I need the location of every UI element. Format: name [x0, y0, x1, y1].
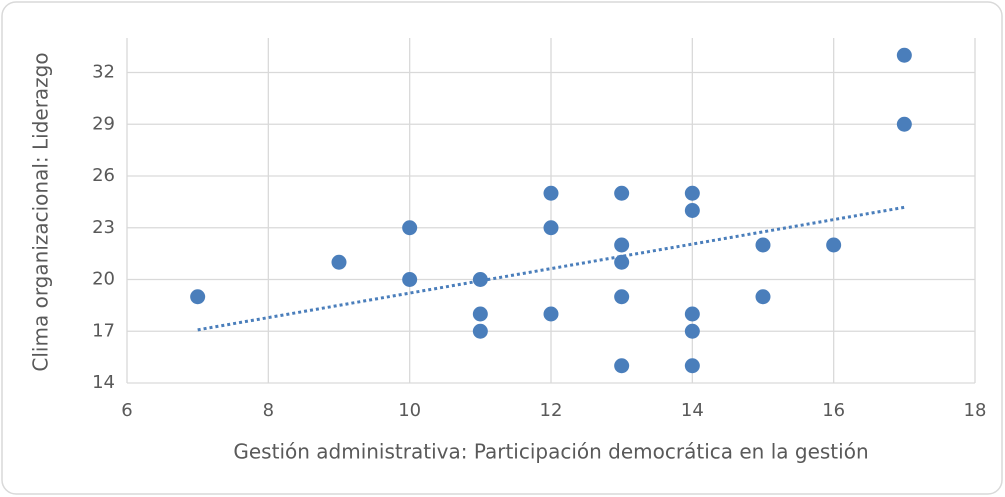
point [472, 306, 488, 322]
point [543, 306, 559, 322]
y-tick-label: 20 [92, 269, 115, 290]
point [614, 289, 630, 305]
point [684, 323, 700, 339]
x-tick-label: 14 [681, 400, 704, 421]
point [472, 323, 488, 339]
y-axis-label: Clima organizacional: Liderazgo [29, 52, 53, 371]
point [190, 289, 206, 305]
point [472, 272, 488, 287]
point [402, 272, 418, 287]
x-tick-label: 10 [398, 400, 421, 421]
y-tick-label: 26 [92, 165, 115, 186]
point [826, 237, 842, 253]
point [543, 185, 559, 201]
y-tick-label: 23 [92, 217, 115, 238]
point [755, 237, 771, 253]
point [331, 254, 347, 270]
point [543, 220, 559, 236]
y-tick-label: 29 [92, 113, 115, 134]
point [684, 306, 700, 322]
x-tick-label: 8 [263, 400, 274, 421]
point [614, 185, 630, 201]
x-tick-label: 16 [822, 400, 845, 421]
point [684, 203, 700, 218]
x-tick-label: 12 [540, 400, 563, 421]
point [755, 289, 771, 305]
point [614, 358, 630, 374]
y-tick-label: 32 [92, 62, 115, 83]
point [896, 47, 912, 63]
y-tick-label: 14 [92, 372, 115, 393]
y-tick-label: 17 [92, 320, 115, 341]
x-tick-label: 18 [964, 400, 987, 421]
x-tick-label: 6 [121, 400, 132, 421]
point [684, 185, 700, 201]
point [402, 220, 418, 236]
x-axis-label: Gestión administrativa: Participación de… [233, 440, 868, 464]
point [614, 254, 630, 270]
point [896, 116, 912, 132]
point [614, 237, 630, 253]
point [684, 358, 700, 374]
